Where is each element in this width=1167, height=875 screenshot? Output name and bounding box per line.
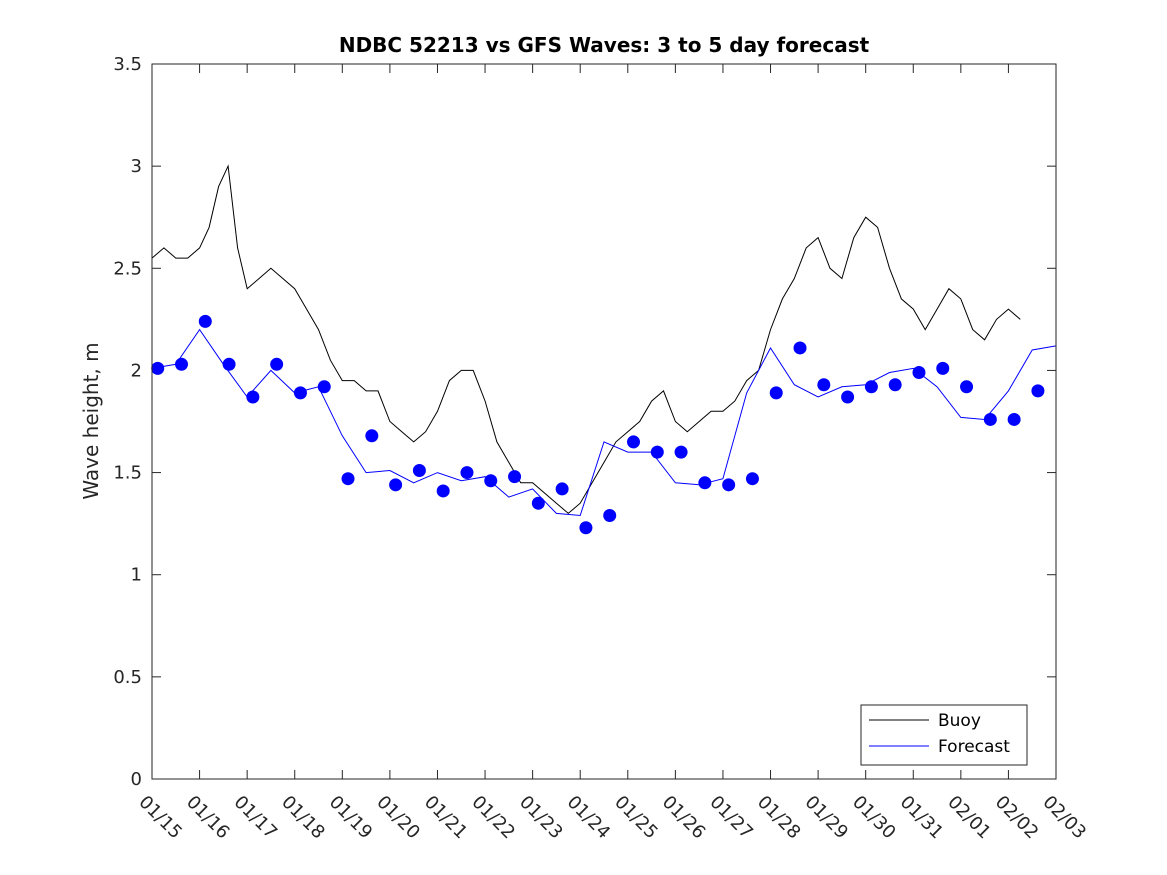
forecast-point — [508, 470, 522, 484]
forecast-point — [983, 412, 997, 426]
y-tick-label: 1.5 — [113, 463, 142, 484]
forecast-point — [389, 478, 403, 492]
forecast-point — [888, 378, 902, 392]
y-tick-label: 3.5 — [113, 54, 142, 75]
x-tick-label: 01/28 — [753, 792, 805, 844]
x-tick-label: 01/29 — [801, 792, 853, 844]
x-tick-label: 01/15 — [134, 792, 186, 844]
x-tick-label: 01/26 — [658, 792, 710, 844]
forecast-point — [151, 361, 165, 375]
x-tick-label: 01/17 — [230, 792, 282, 844]
forecast-point — [412, 464, 426, 478]
forecast-point — [769, 386, 783, 400]
x-tick-label: 01/20 — [372, 792, 424, 844]
forecast-point — [341, 472, 355, 486]
x-tick-label: 02/01 — [943, 792, 995, 844]
x-tick-label: 01/18 — [277, 792, 329, 844]
forecast-point — [365, 429, 379, 443]
forecast-point — [603, 508, 617, 522]
chart-title: NDBC 52213 vs GFS Waves: 3 to 5 day fore… — [339, 33, 870, 57]
plot-area — [152, 64, 1056, 779]
forecast-point — [293, 386, 307, 400]
x-tick-label: 01/16 — [182, 792, 234, 844]
forecast-point — [198, 314, 212, 328]
forecast-point — [317, 380, 331, 394]
forecast-point — [864, 380, 878, 394]
y-tick-label: 0 — [131, 769, 142, 790]
series-line-buoy — [151, 164, 1021, 515]
forecast-point — [793, 341, 807, 355]
y-tick-label: 0.5 — [113, 667, 142, 688]
forecast-point — [555, 482, 569, 496]
forecast-point — [1031, 384, 1045, 398]
forecast-point — [460, 466, 474, 480]
x-tick-label: 02/03 — [1038, 792, 1090, 844]
x-tick-label: 01/31 — [896, 792, 948, 844]
forecast-point — [484, 474, 498, 488]
forecast-point — [650, 445, 664, 459]
y-tick-label: 1 — [131, 565, 142, 586]
x-tick-label: 01/22 — [468, 792, 520, 844]
y-axis-label: Wave height, m — [79, 342, 103, 499]
forecast-point — [912, 365, 926, 379]
forecast-point — [246, 390, 260, 404]
forecast-point — [960, 380, 974, 394]
forecast-point — [698, 476, 712, 490]
x-tick-label: 01/25 — [610, 792, 662, 844]
x-tick-label: 01/24 — [563, 792, 615, 844]
forecast-point — [531, 496, 545, 510]
forecast-point — [626, 435, 640, 449]
x-tick-label: 01/21 — [420, 792, 472, 844]
forecast-point — [722, 478, 736, 492]
forecast-point — [222, 357, 236, 371]
legend: Buoy Forecast — [860, 704, 1028, 766]
forecast-point — [745, 472, 759, 486]
x-tick-label: 01/19 — [325, 792, 377, 844]
x-tick-label: 01/30 — [848, 792, 900, 844]
forecast-point — [936, 361, 950, 375]
forecast-point — [579, 521, 593, 535]
forecast-point — [1007, 412, 1021, 426]
forecast-point — [270, 357, 284, 371]
y-tick-label: 2.5 — [113, 258, 142, 279]
legend-label-forecast: Forecast — [938, 737, 1010, 757]
legend-label-buoy: Buoy — [938, 711, 981, 731]
plot-frame — [151, 63, 1057, 780]
x-tick-label: 02/02 — [991, 792, 1043, 844]
forecast-point — [436, 484, 450, 498]
x-tick-label: 01/23 — [515, 792, 567, 844]
y-tick-label: 2 — [131, 360, 142, 381]
forecast-point — [817, 378, 831, 392]
forecast-point — [174, 357, 188, 371]
forecast-points — [151, 314, 1045, 535]
forecast-point — [841, 390, 855, 404]
legend-box — [860, 704, 1028, 766]
y-tick-label: 3 — [131, 156, 142, 177]
forecast-point — [674, 445, 688, 459]
x-tick-label: 01/27 — [705, 792, 757, 844]
